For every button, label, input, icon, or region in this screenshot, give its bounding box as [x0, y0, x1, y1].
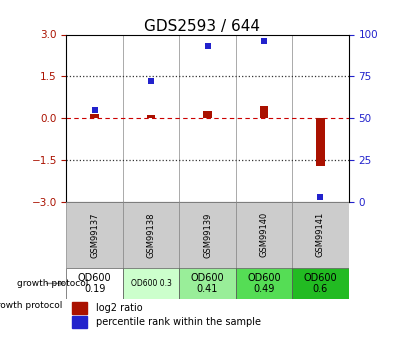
Bar	[72, 316, 87, 328]
Text: log2 ratio: log2 ratio	[96, 303, 142, 313]
Text: OD600
0.19: OD600 0.19	[78, 273, 112, 294]
Point	[148, 79, 154, 84]
Text: GSM99139: GSM99139	[203, 212, 212, 257]
Text: GSM99140: GSM99140	[260, 212, 268, 257]
Bar	[316, 118, 324, 166]
Bar	[179, 202, 236, 267]
Bar	[260, 106, 268, 118]
Point	[317, 194, 324, 200]
Point	[91, 107, 98, 113]
Bar	[236, 267, 292, 299]
Text: OD600 0.3: OD600 0.3	[131, 279, 172, 288]
Bar	[179, 267, 236, 299]
Text: GDS2593 / 644: GDS2593 / 644	[143, 19, 260, 34]
Text: OD600
0.6: OD600 0.6	[303, 273, 337, 294]
Bar	[66, 267, 123, 299]
Point	[261, 38, 267, 44]
Bar	[203, 111, 212, 118]
Text: growth protocol: growth protocol	[0, 301, 62, 310]
Text: growth protocol: growth protocol	[17, 279, 88, 288]
Bar	[123, 267, 179, 299]
Bar	[236, 202, 292, 267]
Text: GSM99137: GSM99137	[90, 212, 99, 258]
Text: OD600
0.49: OD600 0.49	[247, 273, 281, 294]
Point	[204, 43, 211, 49]
Bar	[123, 202, 179, 267]
Bar	[147, 115, 155, 118]
Bar	[66, 202, 123, 267]
Bar	[90, 114, 99, 118]
Bar	[292, 267, 349, 299]
Text: GSM99138: GSM99138	[147, 212, 156, 258]
Text: GSM99141: GSM99141	[316, 212, 325, 257]
Bar	[292, 202, 349, 267]
Bar	[72, 302, 87, 314]
Text: percentile rank within the sample: percentile rank within the sample	[96, 317, 261, 327]
Text: OD600
0.41: OD600 0.41	[191, 273, 224, 294]
